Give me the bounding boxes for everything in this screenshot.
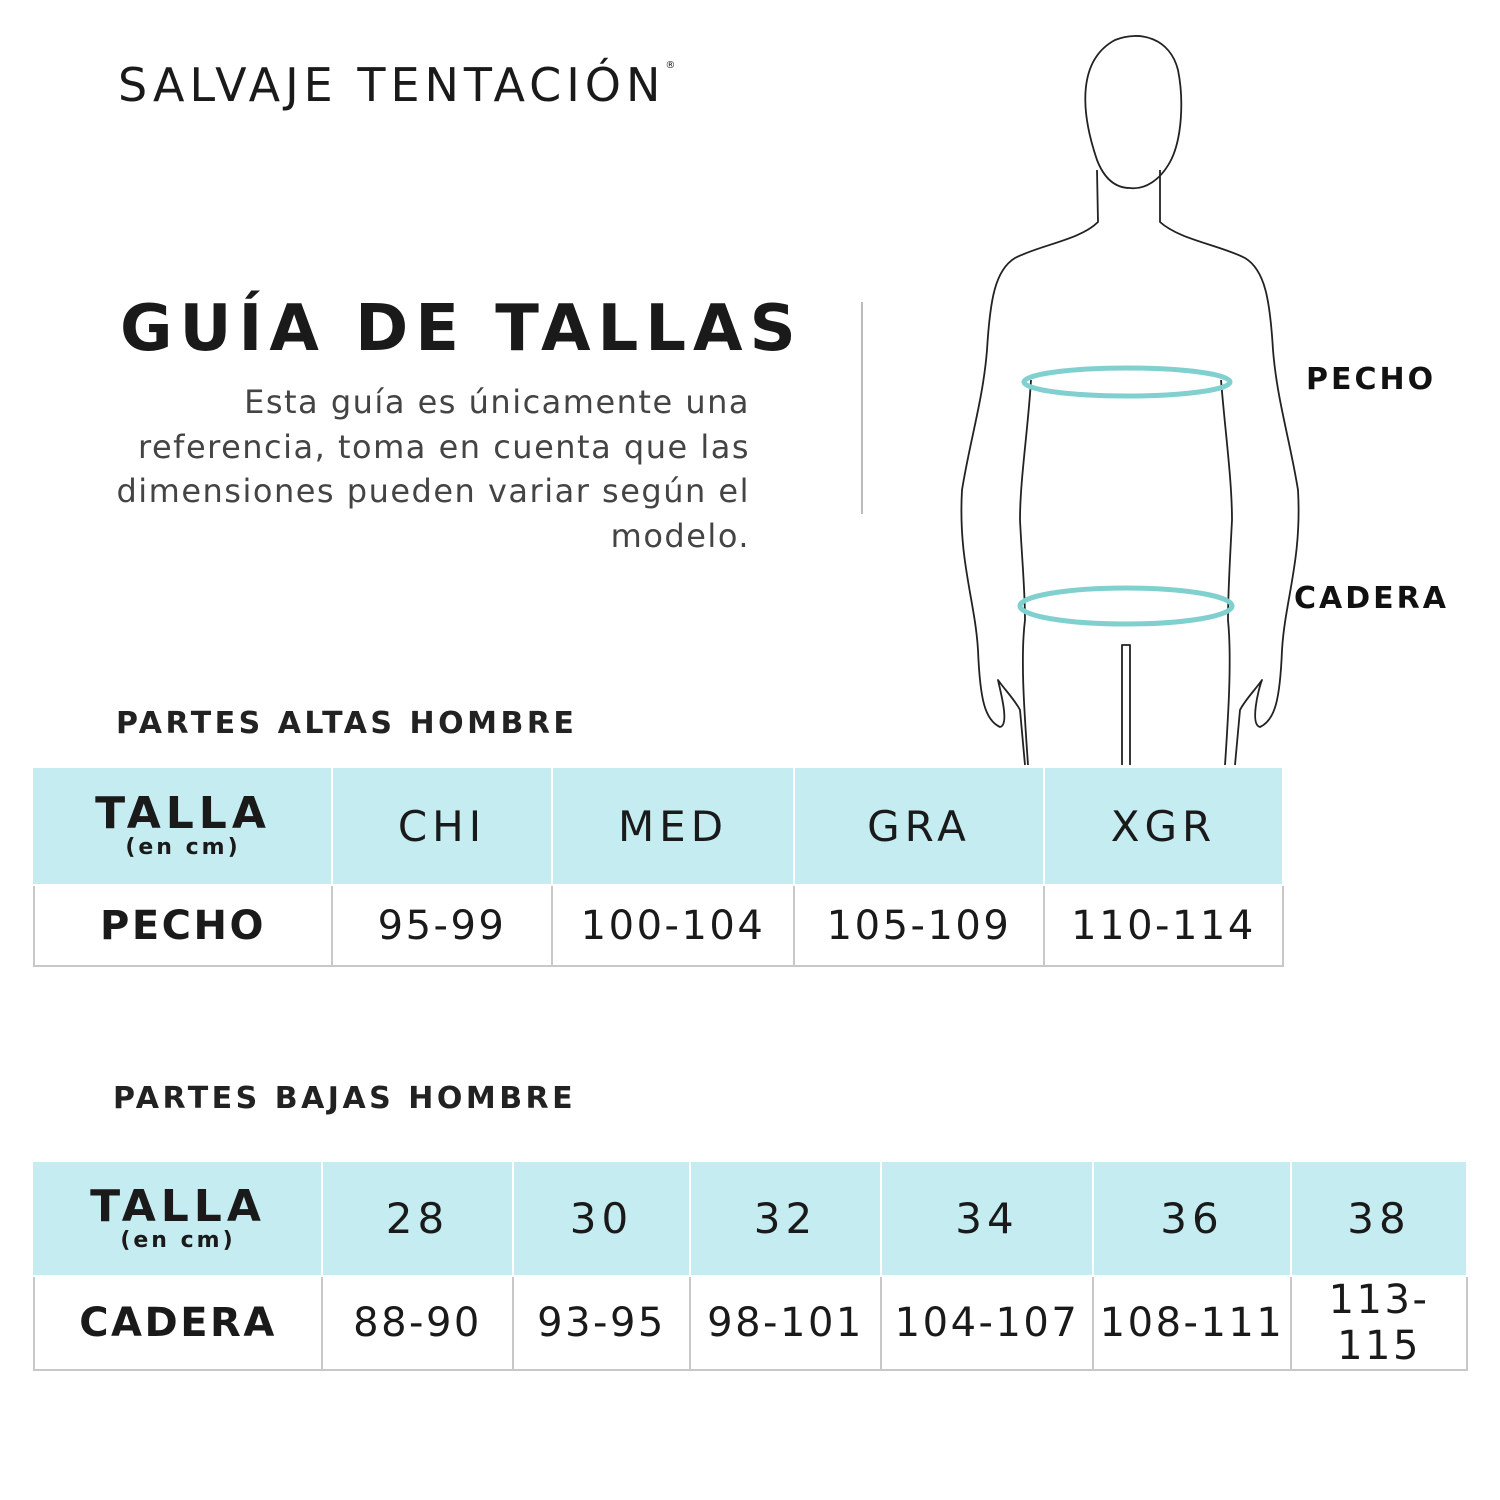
head-outline: [1084, 35, 1183, 190]
value-cell: 93-95: [512, 1275, 691, 1371]
value-cell: 108-111: [1092, 1275, 1292, 1371]
unit-label: (en cm): [120, 1227, 236, 1253]
size-cell: 36: [1092, 1160, 1292, 1277]
upper-size-table: TALLA (en cm) CHI MED GRA XGR PECHO 95-99…: [33, 766, 1284, 967]
size-cell: 38: [1290, 1160, 1468, 1277]
lower-size-table: TALLA (en cm) 28 30 32 34 36 38 CADERA 88…: [33, 1160, 1468, 1371]
table-header-row: TALLA (en cm) CHI MED GRA XGR: [33, 766, 1284, 886]
header-cell: TALLA (en cm): [33, 766, 333, 886]
hip-ring: [1017, 585, 1235, 627]
talla-label: TALLA: [90, 1180, 266, 1232]
value-cell: 110-114: [1043, 884, 1284, 967]
size-cell: 32: [689, 1160, 882, 1277]
table-row: PECHO 95-99 100-104 105-109 110-114: [33, 884, 1284, 967]
value-cell: 113-115: [1290, 1275, 1468, 1371]
value-cell: 95-99: [331, 884, 553, 967]
table-header-row: TALLA (en cm) 28 30 32 34 36 38: [33, 1160, 1468, 1277]
page-title: GUÍA DE TALLAS: [120, 292, 803, 366]
size-cell: 28: [321, 1160, 514, 1277]
value-cell: 88-90: [321, 1275, 514, 1371]
unit-label: (en cm): [125, 835, 241, 860]
row-label: PECHO: [33, 884, 333, 967]
divider: [861, 302, 863, 514]
size-cell: GRA: [793, 766, 1045, 886]
brand-name: SALVAJE TENTACIÓN: [118, 58, 666, 112]
header-cell: TALLA (en cm): [33, 1160, 323, 1277]
value-cell: 98-101: [689, 1275, 882, 1371]
lower-table-title: PARTES BAJAS HOMBRE: [113, 1081, 577, 1116]
size-cell: XGR: [1043, 766, 1284, 886]
value-cell: 105-109: [793, 884, 1045, 967]
chest-ring: [1021, 365, 1233, 399]
talla-label: TALLA: [95, 788, 271, 839]
size-cell: 30: [512, 1160, 691, 1277]
upper-table-title: PARTES ALTAS HOMBRE: [116, 706, 578, 741]
description: Esta guía es únicamente una referencia, …: [116, 383, 750, 555]
size-cell: MED: [551, 766, 795, 886]
size-cell: CHI: [331, 766, 553, 886]
table-row: CADERA 88-90 93-95 98-101 104-107 108-11…: [33, 1275, 1468, 1371]
registered-mark: ®: [665, 60, 676, 71]
body-figure: [960, 35, 1300, 766]
hip-label: CADERA: [1294, 581, 1449, 616]
value-cell: 104-107: [880, 1275, 1094, 1371]
size-cell: 34: [880, 1160, 1094, 1277]
brand-logo: SALVAJE TENTACIÓN®: [118, 58, 675, 112]
row-label: CADERA: [33, 1275, 323, 1371]
torso-outline: [960, 169, 1300, 766]
chest-label: PECHO: [1306, 362, 1437, 397]
value-cell: 100-104: [551, 884, 795, 967]
